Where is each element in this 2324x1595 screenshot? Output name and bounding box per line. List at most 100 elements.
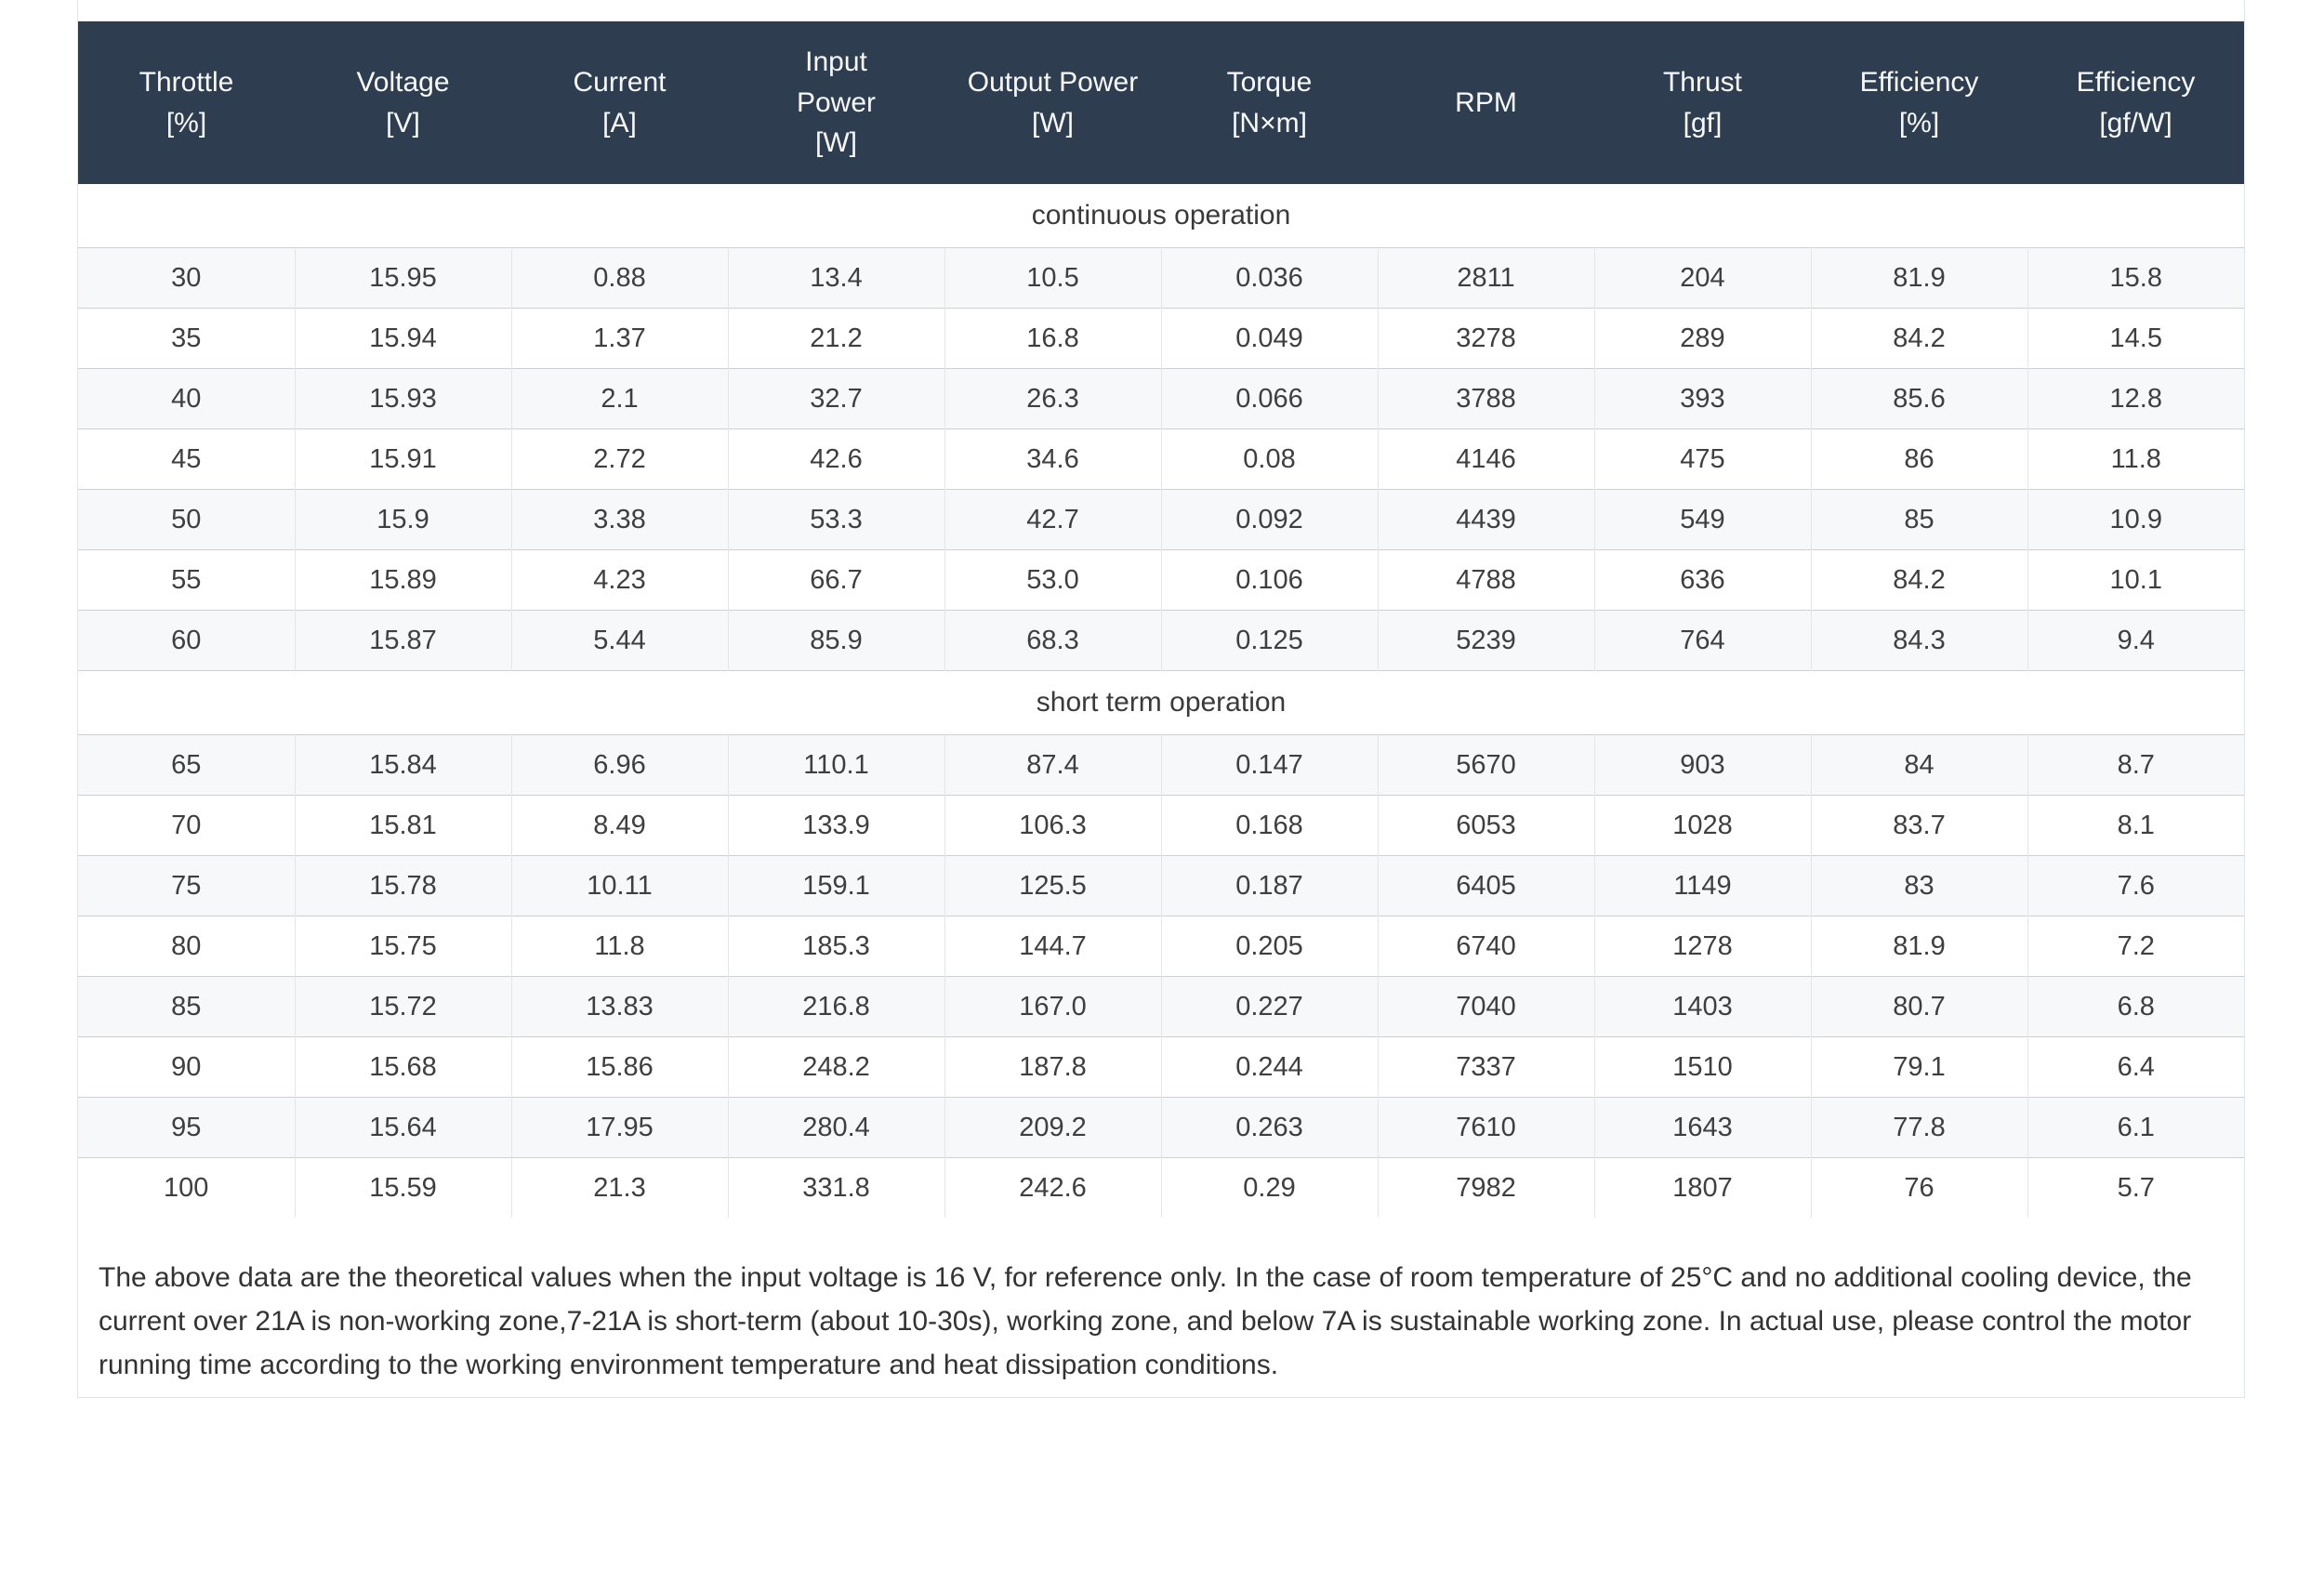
table-cell: 2.1: [510, 368, 729, 429]
table-cell: 15.89: [294, 549, 512, 611]
table-cell: 5670: [1377, 734, 1595, 796]
table-cell: 80.7: [1810, 976, 2028, 1037]
table-cell: 549: [1593, 489, 1812, 550]
table-cell: 15.86: [510, 1036, 729, 1098]
table-cell: 4.23: [510, 549, 729, 611]
table-cell: 26.3: [944, 368, 1162, 429]
table-cell: 84: [1810, 734, 2028, 796]
table-cell: 85: [78, 976, 296, 1037]
section-row: continuous operation: [78, 184, 2244, 248]
table-cell: 16.8: [944, 308, 1162, 369]
table-cell: 3278: [1377, 308, 1595, 369]
table-cell: 3788: [1377, 368, 1595, 429]
table-cell: 11.8: [2027, 428, 2244, 490]
table-row: 50 15.9 3.38 53.3 42.7 0.092 4439 549 85 10.9: [78, 489, 2244, 550]
table-cell: 3.38: [510, 489, 729, 550]
table-cell: 6053: [1377, 795, 1595, 856]
column-header: Throttle [%]: [78, 21, 295, 184]
table-row: 35 15.94 1.37 21.2 16.8 0.049 3278 289 84.2 14.5: [78, 308, 2244, 369]
table-cell: 15.78: [294, 855, 512, 916]
table-cell: 15.81: [294, 795, 512, 856]
table-cell: 280.4: [727, 1097, 945, 1158]
table-cell: 15.9: [294, 489, 512, 550]
table-cell: 0.227: [1160, 976, 1379, 1037]
column-header: Torque [N×m]: [1161, 21, 1378, 184]
table-cell: 636: [1593, 549, 1812, 611]
table-cell: 0.168: [1160, 795, 1379, 856]
table-cell: 53.3: [727, 489, 945, 550]
table-cell: 393: [1593, 368, 1812, 429]
table-row: 30 15.95 0.88 13.4 10.5 0.036 2811 204 81.9 15.8: [78, 247, 2244, 309]
table-cell: 0.187: [1160, 855, 1379, 916]
table-cell: 15.68: [294, 1036, 512, 1098]
table-cell: 65: [78, 734, 296, 796]
table-cell: 40: [78, 368, 296, 429]
table-cell: 289: [1593, 308, 1812, 369]
table-body: continuous operation 30 15.95 0.88 13.4 10.5 0…: [78, 184, 2244, 1218]
table-cell: 1.37: [510, 308, 729, 369]
table-cell: 15.95: [294, 247, 512, 309]
table-cell: 0.88: [510, 247, 729, 309]
section-label: continuous operation: [78, 184, 2244, 248]
column-header: Current [A]: [511, 21, 728, 184]
table-cell: 0.106: [1160, 549, 1379, 611]
table-row: 80 15.75 11.8 185.3 144.7 0.205 6740 1278 81.9 7.…: [78, 916, 2244, 977]
table-cell: 0.08: [1160, 428, 1379, 490]
table-cell: 15.8: [2027, 247, 2244, 309]
table-cell: 13.4: [727, 247, 945, 309]
table-cell: 144.7: [944, 916, 1162, 977]
table-cell: 4788: [1377, 549, 1595, 611]
table-cell: 60: [78, 610, 296, 671]
motor-spec-panel: Throttle [%] Voltage [V] Current [A] Input …: [77, 0, 2245, 1398]
header-row: Throttle [%] Voltage [V] Current [A] Input …: [78, 21, 2244, 184]
table-cell: 7610: [1377, 1097, 1595, 1158]
table-cell: 0.244: [1160, 1036, 1379, 1098]
table-cell: 68.3: [944, 610, 1162, 671]
table-cell: 13.83: [510, 976, 729, 1037]
table-row: 65 15.84 6.96 110.1 87.4 0.147 5670 903 84 8.7: [78, 734, 2244, 796]
table-cell: 34.6: [944, 428, 1162, 490]
table-cell: 15.72: [294, 976, 512, 1037]
table-cell: 15.84: [294, 734, 512, 796]
table-cell: 5239: [1377, 610, 1595, 671]
table-cell: 159.1: [727, 855, 945, 916]
column-header: Efficiency [gf/W]: [2027, 21, 2244, 184]
table-cell: 55: [78, 549, 296, 611]
table-cell: 2811: [1377, 247, 1595, 309]
table-cell: 248.2: [727, 1036, 945, 1098]
table-cell: 45: [78, 428, 296, 490]
table-cell: 0.092: [1160, 489, 1379, 550]
table-cell: 42.7: [944, 489, 1162, 550]
table-cell: 30: [78, 247, 296, 309]
table-cell: 8.49: [510, 795, 729, 856]
table-cell: 1643: [1593, 1097, 1812, 1158]
table-cell: 0.049: [1160, 308, 1379, 369]
table-cell: 10.9: [2027, 489, 2244, 550]
column-header: Output Power [W]: [944, 21, 1161, 184]
table-cell: 209.2: [944, 1097, 1162, 1158]
table-cell: 10.5: [944, 247, 1162, 309]
table-cell: 7982: [1377, 1157, 1595, 1218]
table-cell: 84.2: [1810, 308, 2028, 369]
table-cell: 70: [78, 795, 296, 856]
table-cell: 4146: [1377, 428, 1595, 490]
column-header: Thrust [gf]: [1594, 21, 1811, 184]
table-cell: 95: [78, 1097, 296, 1158]
table-cell: 80: [78, 916, 296, 977]
table-cell: 903: [1593, 734, 1812, 796]
table-row: 55 15.89 4.23 66.7 53.0 0.106 4788 636 84.2 10.1: [78, 549, 2244, 611]
table-cell: 331.8: [727, 1157, 945, 1218]
table-cell: 5.44: [510, 610, 729, 671]
table-cell: 15.87: [294, 610, 512, 671]
table-cell: 15.94: [294, 308, 512, 369]
table-cell: 10.1: [2027, 549, 2244, 611]
table-cell: 110.1: [727, 734, 945, 796]
column-header: Input Power [W]: [728, 21, 944, 184]
table-cell: 100: [78, 1157, 296, 1218]
table-cell: 106.3: [944, 795, 1162, 856]
table-cell: 15.91: [294, 428, 512, 490]
table-cell: 6.96: [510, 734, 729, 796]
table-cell: 216.8: [727, 976, 945, 1037]
table-row: 95 15.64 17.95 280.4 209.2 0.263 7610 1643 77.8 6…: [78, 1097, 2244, 1158]
table-row: 85 15.72 13.83 216.8 167.0 0.227 7040 1403 80.7 6…: [78, 976, 2244, 1037]
